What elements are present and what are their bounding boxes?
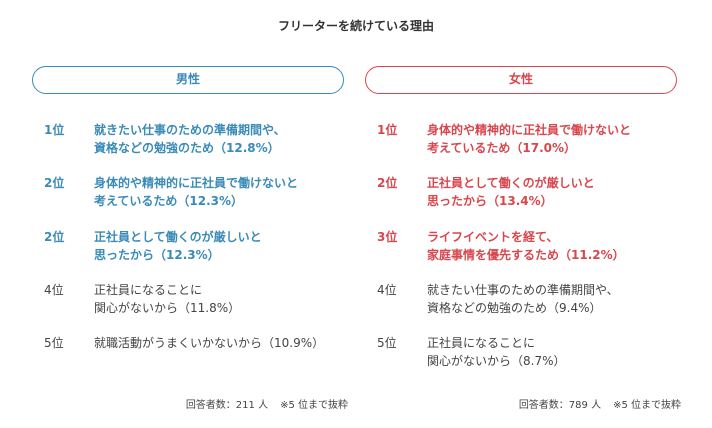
rank-label: 5位 bbox=[44, 336, 64, 350]
reason-line: 就きたい仕事のための準備期間や、 bbox=[94, 123, 286, 137]
reason-line: 就きたい仕事のための準備期間や、 bbox=[427, 283, 619, 297]
excerpt-note: ※5 位まで抜粋 bbox=[280, 400, 348, 411]
rank-label: 4位 bbox=[44, 283, 64, 297]
reason-line: 資格などの勉強のため（12.8%） bbox=[94, 141, 280, 155]
rank-label: 2位 bbox=[377, 176, 398, 190]
reason-text: 就職活動がうまくいかないから（10.9%） bbox=[94, 334, 348, 352]
male-column: 男性 1位 就きたい仕事のための準備期間や、 資格などの勉強のため（12.8%）… bbox=[32, 0, 348, 428]
reason-text: 身体的や精神的に正社員で働けないと 考えているため（12.3%） bbox=[94, 174, 348, 210]
reason-line: ライフイベントを経て、 bbox=[427, 230, 559, 244]
rank-label: 2位 bbox=[44, 230, 65, 244]
reason-line: 資格などの勉強のため（9.4%） bbox=[427, 301, 602, 315]
reason-line: 関心がないから（8.7%） bbox=[427, 354, 566, 368]
rank-label: 1位 bbox=[377, 123, 398, 137]
reason-text: 正社員になることに 関心がないから（8.7%） bbox=[427, 334, 681, 370]
rank-label: 1位 bbox=[44, 123, 65, 137]
excerpt-note: ※5 位まで抜粋 bbox=[613, 400, 681, 411]
reason-line: 正社員になることに bbox=[94, 283, 203, 297]
reason-line: 就職活動がうまくいかないから（10.9%） bbox=[94, 336, 325, 350]
reason-text: 正社員になることに 関心がないから（11.8%） bbox=[94, 281, 348, 317]
reason-text: 身体的や精神的に正社員で働けないと 考えているため（17.0%） bbox=[427, 121, 681, 157]
reason-line: 正社員として働くのが厳しいと bbox=[94, 230, 262, 244]
reason-line: 家庭事情を優先するため（11.2%） bbox=[427, 248, 625, 262]
rank-label: 4位 bbox=[377, 283, 397, 297]
rank-label: 5位 bbox=[377, 336, 397, 350]
page-title: フリーターを続けている理由 bbox=[277, 19, 434, 33]
male-footnote: 回答者数：211 人 ※5 位まで抜粋 bbox=[186, 396, 348, 411]
reason-line: 身体的や精神的に正社員で働けないと bbox=[427, 123, 632, 137]
female-header: 女性 bbox=[365, 66, 677, 94]
reason-text: 正社員として働くのが厳しいと 思ったから（13.4%） bbox=[427, 174, 681, 210]
reason-text: ライフイベントを経て、 家庭事情を優先するため（11.2%） bbox=[427, 228, 681, 264]
rank-label: 3位 bbox=[377, 230, 398, 244]
female-column: 女性 1位 身体的や精神的に正社員で働けないと 考えているため（17.0%） 2… bbox=[365, 0, 681, 428]
reason-line: 正社員になることに bbox=[427, 336, 536, 350]
reason-line: 関心がないから（11.8%） bbox=[94, 301, 241, 315]
reason-line: 思ったから（12.3%） bbox=[94, 248, 220, 262]
female-footnote: 回答者数：789 人 ※5 位まで抜粋 bbox=[519, 396, 681, 411]
respondent-count: 回答者数：211 人 bbox=[185, 400, 269, 411]
reason-text: 就きたい仕事のための準備期間や、 資格などの勉強のため（12.8%） bbox=[94, 121, 348, 157]
reason-line: 身体的や精神的に正社員で働けないと bbox=[94, 176, 299, 190]
reason-text: 就きたい仕事のための準備期間や、 資格などの勉強のため（9.4%） bbox=[427, 281, 681, 317]
reason-line: 思ったから（13.4%） bbox=[427, 194, 553, 208]
reason-line: 考えているため（12.3%） bbox=[94, 194, 244, 208]
reason-text: 正社員として働くのが厳しいと 思ったから（12.3%） bbox=[94, 228, 348, 264]
reason-line: 正社員として働くのが厳しいと bbox=[427, 176, 595, 190]
male-header: 男性 bbox=[32, 66, 344, 94]
respondent-count: 回答者数：789 人 bbox=[518, 400, 602, 411]
reason-line: 考えているため（17.0%） bbox=[427, 141, 577, 155]
rank-label: 2位 bbox=[44, 176, 65, 190]
